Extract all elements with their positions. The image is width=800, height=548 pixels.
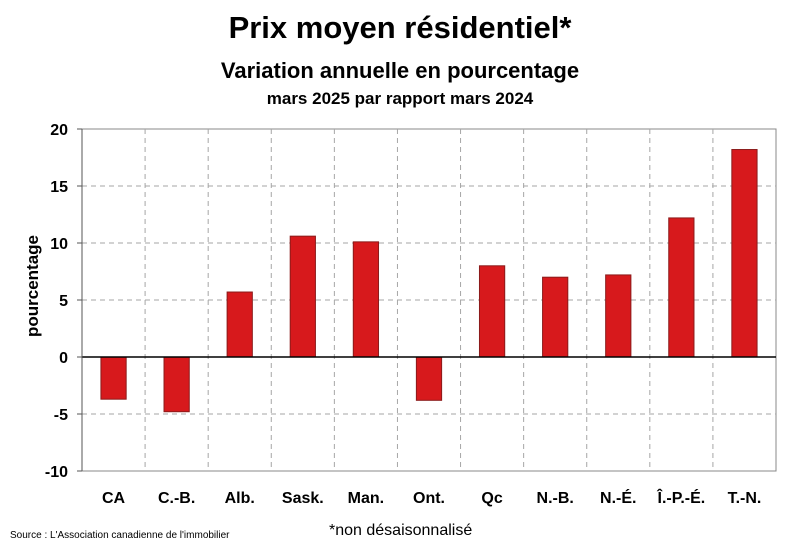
x-tick-label: CA <box>102 490 126 507</box>
y-axis-label: pourcentage <box>23 235 42 337</box>
chart-title: Prix moyen résidentiel* <box>228 10 572 45</box>
bar <box>100 356 127 400</box>
x-tick-label: T.-N. <box>728 490 762 507</box>
bar <box>289 235 316 358</box>
bar <box>163 356 190 413</box>
footnote: *non désaisonnalisé <box>329 522 473 539</box>
x-tick-label: Man. <box>348 490 384 507</box>
y-tick-label: 20 <box>50 122 68 139</box>
bar <box>226 291 253 358</box>
y-tick-label: 10 <box>50 236 68 253</box>
x-tick-label: Sask. <box>282 490 324 507</box>
x-tick-label: N.-É. <box>600 488 636 507</box>
y-tick-label: 5 <box>59 293 68 310</box>
bar <box>668 217 695 358</box>
x-tick-label: Î.-P.-É. <box>657 488 706 507</box>
y-tick-label: 15 <box>50 179 68 196</box>
x-tick-label: Ont. <box>413 490 445 507</box>
y-tick-label: 0 <box>59 350 68 367</box>
source-note: Source : L'Association canadienne de l'i… <box>10 530 230 541</box>
bar <box>352 241 380 358</box>
x-tick-label: C.-B. <box>158 490 195 507</box>
y-tick-label: -5 <box>54 407 68 424</box>
x-tick-label: Alb. <box>225 490 255 507</box>
bar <box>542 276 569 358</box>
bar <box>731 149 758 358</box>
bar <box>478 265 506 358</box>
x-tick-label: Qc <box>481 490 502 507</box>
bar <box>605 274 632 358</box>
x-tick-label: N.-B. <box>537 490 574 507</box>
y-tick-label: -10 <box>45 464 68 481</box>
bar <box>415 356 443 401</box>
chart-period: mars 2025 par rapport mars 2024 <box>266 89 534 108</box>
chart-subtitle: Variation annuelle en pourcentage <box>220 58 580 83</box>
